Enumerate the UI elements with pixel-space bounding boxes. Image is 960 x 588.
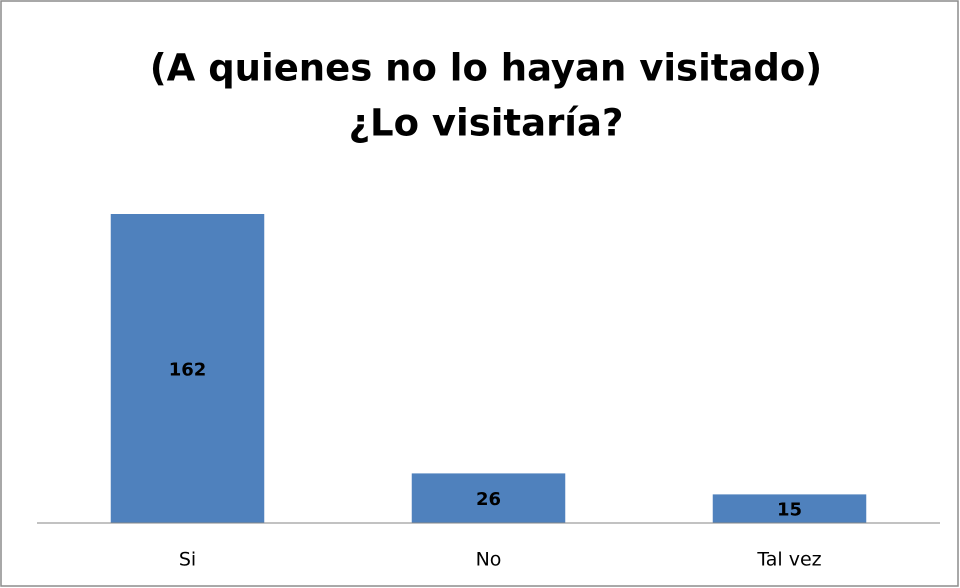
data-label: 15 (777, 500, 802, 521)
chart-title: (A quienes no lo hayan visitado) (150, 47, 822, 90)
bar (712, 494, 867, 523)
data-label: 162 (169, 360, 207, 381)
x-tick-label: Si (179, 549, 196, 571)
x-tick-label: Tal vez (756, 549, 821, 571)
data-label: 26 (476, 489, 501, 510)
chart-title: ¿Lo visitaría? (349, 102, 624, 145)
bar (110, 214, 265, 523)
bar (411, 473, 566, 523)
x-tick-label: No (476, 549, 502, 571)
